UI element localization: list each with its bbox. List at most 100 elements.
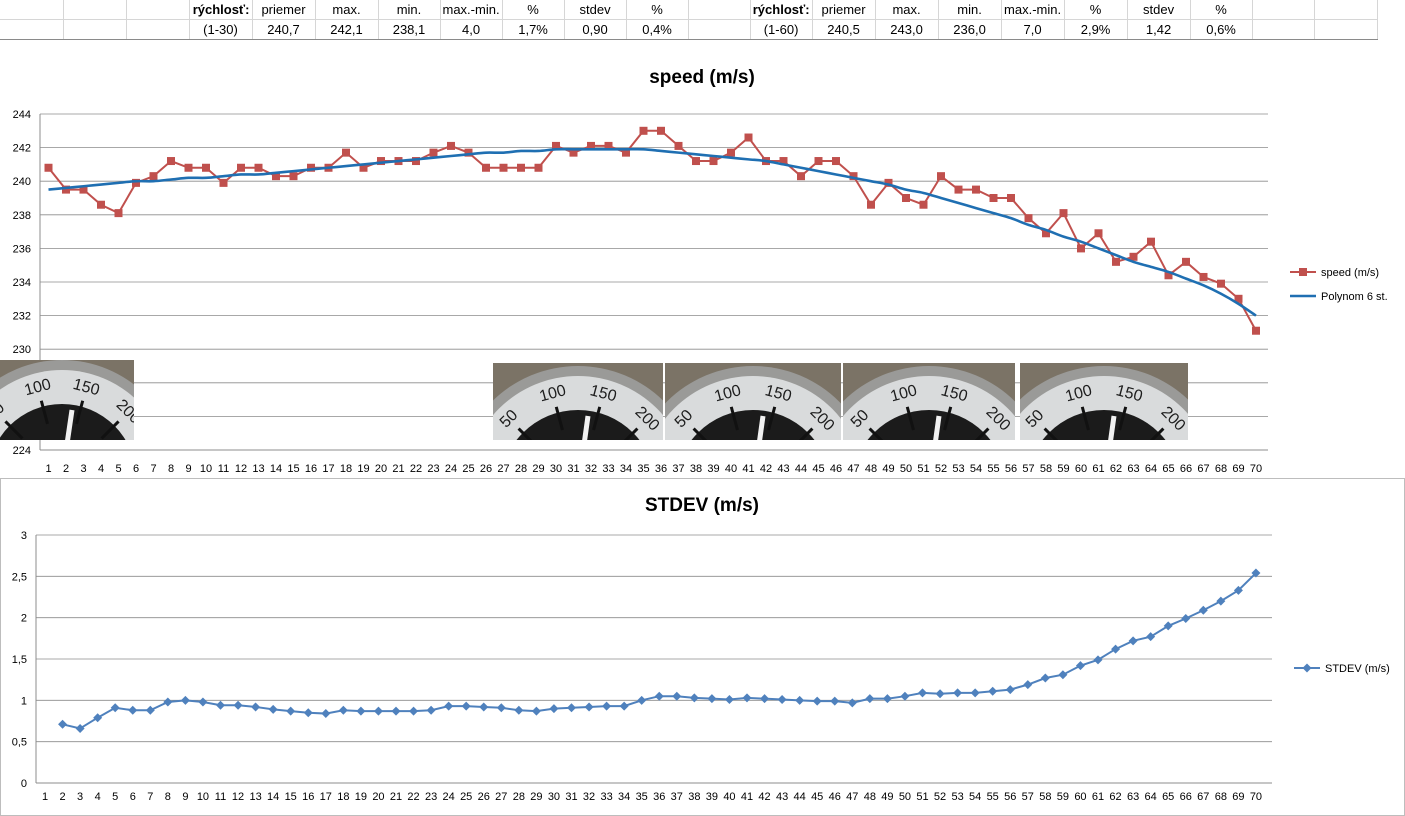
data-point-marker bbox=[672, 691, 682, 701]
x-tick-label: 63 bbox=[1127, 791, 1139, 803]
x-tick-label: 35 bbox=[636, 791, 648, 803]
sheet-empty-cell[interactable] bbox=[688, 19, 751, 40]
legend-label-1: speed (m/s) bbox=[1321, 267, 1379, 279]
sheet-empty-cell[interactable] bbox=[63, 0, 127, 20]
x-tick-label: 51 bbox=[917, 463, 929, 475]
sheet-cell[interactable]: 240,5 bbox=[812, 19, 876, 40]
sheet-empty-cell[interactable] bbox=[1252, 0, 1315, 20]
sheet-empty-cell[interactable] bbox=[0, 0, 64, 20]
data-point-marker bbox=[461, 701, 471, 711]
sheet-cell[interactable]: 240,7 bbox=[252, 19, 316, 40]
data-point-marker bbox=[795, 695, 805, 705]
sheet-empty-cell[interactable] bbox=[126, 19, 190, 40]
x-tick-label: 27 bbox=[495, 791, 507, 803]
sheet-cell[interactable]: stdev bbox=[1127, 0, 1191, 20]
sheet-values-row: (1-30) 240,7 242,1 238,1 4,0 1,7% 0,90 0,4% (1-6… bbox=[0, 19, 1378, 40]
data-point-marker bbox=[639, 126, 648, 135]
x-tick-label: 15 bbox=[285, 791, 297, 803]
data-point-marker bbox=[167, 157, 175, 166]
sheet-cell[interactable]: min. bbox=[938, 0, 1002, 20]
x-tick-label: 57 bbox=[1022, 463, 1034, 475]
x-tick-label: 62 bbox=[1109, 791, 1121, 803]
sheet-cell[interactable]: 243,0 bbox=[875, 19, 939, 40]
svg-text:150: 150 bbox=[71, 376, 101, 399]
sheet-cell[interactable]: max.-min. bbox=[1001, 0, 1065, 20]
sheet-cell[interactable]: 7,0 bbox=[1001, 19, 1065, 40]
data-point-marker bbox=[689, 693, 699, 703]
x-tick-label: 10 bbox=[197, 791, 209, 803]
sheet-cell[interactable]: max. bbox=[315, 0, 379, 20]
sheet-cell[interactable]: min. bbox=[378, 0, 441, 20]
data-point-marker bbox=[937, 172, 945, 181]
data-point-marker bbox=[409, 706, 419, 716]
data-point-marker bbox=[1059, 209, 1068, 218]
x-tick-label: 33 bbox=[600, 791, 612, 803]
x-tick-label: 25 bbox=[460, 791, 472, 803]
sheet-cell[interactable]: (1-30) bbox=[189, 19, 253, 40]
sheet-cell[interactable]: priemer bbox=[812, 0, 876, 20]
x-tick-label: 12 bbox=[235, 463, 247, 475]
sheet-cell[interactable]: % bbox=[1064, 0, 1128, 20]
y-tick-label: 236 bbox=[13, 243, 31, 255]
data-point-marker bbox=[970, 688, 980, 698]
stdev-chart-legend: STDEV (m/s) bbox=[1294, 663, 1390, 675]
sheet-cell[interactable]: max.-min. bbox=[440, 0, 503, 20]
data-point-marker bbox=[972, 185, 980, 194]
x-tick-label: 67 bbox=[1197, 791, 1209, 803]
x-tick-label: 37 bbox=[672, 463, 684, 475]
x-tick-label: 44 bbox=[795, 463, 807, 475]
sheet-empty-cell[interactable] bbox=[688, 0, 751, 20]
x-tick-label: 8 bbox=[165, 791, 171, 803]
data-point-marker bbox=[619, 701, 629, 711]
speed-chart-gridlines bbox=[39, 113, 1268, 451]
sheet-cell[interactable]: % bbox=[626, 0, 689, 20]
x-tick-label: 56 bbox=[1005, 463, 1017, 475]
sheet-empty-cell[interactable] bbox=[63, 19, 127, 40]
sheet-cell[interactable]: priemer bbox=[252, 0, 316, 20]
sheet-cell[interactable]: 242,1 bbox=[315, 19, 379, 40]
x-tick-label: 19 bbox=[357, 463, 369, 475]
sheet-cell[interactable]: rýchlosť: bbox=[189, 0, 253, 20]
sheet-empty-cell[interactable] bbox=[1314, 0, 1378, 20]
sheet-cell[interactable]: 0,90 bbox=[564, 19, 627, 40]
sheet-empty-cell[interactable] bbox=[1314, 19, 1378, 40]
x-tick-label: 64 bbox=[1145, 791, 1157, 803]
x-tick-label: 50 bbox=[899, 791, 911, 803]
sheet-empty-cell[interactable] bbox=[126, 0, 190, 20]
data-point-marker bbox=[812, 696, 822, 706]
x-tick-label: 3 bbox=[80, 463, 86, 475]
sheet-cell[interactable]: 1,7% bbox=[502, 19, 565, 40]
data-point-marker bbox=[1040, 673, 1050, 683]
data-point-marker bbox=[832, 157, 840, 166]
y-tick-label: 230 bbox=[13, 344, 31, 356]
x-tick-label: 4 bbox=[95, 791, 101, 803]
sheet-cell[interactable]: rýchlosť: bbox=[750, 0, 813, 20]
x-tick-label: 26 bbox=[478, 791, 490, 803]
sheet-cell[interactable]: 0,6% bbox=[1190, 19, 1253, 40]
data-point-marker bbox=[1181, 613, 1191, 623]
sheet-cell[interactable]: 2,9% bbox=[1064, 19, 1128, 40]
sheet-cell[interactable]: 236,0 bbox=[938, 19, 1002, 40]
sheet-cell[interactable]: 0,4% bbox=[626, 19, 689, 40]
sheet-cell[interactable]: stdev bbox=[564, 0, 627, 20]
sheet-empty-cell[interactable] bbox=[0, 19, 64, 40]
stdev-chart-gridlines bbox=[35, 534, 1272, 784]
sheet-cell[interactable]: % bbox=[1190, 0, 1253, 20]
x-tick-label: 68 bbox=[1215, 463, 1227, 475]
y-tick-label: 234 bbox=[13, 277, 31, 289]
x-tick-label: 70 bbox=[1250, 791, 1262, 803]
sheet-cell[interactable]: 238,1 bbox=[378, 19, 441, 40]
x-tick-label: 33 bbox=[602, 463, 614, 475]
sheet-empty-cell[interactable] bbox=[1252, 19, 1315, 40]
sheet-cell[interactable]: 1,42 bbox=[1127, 19, 1191, 40]
sheet-cell[interactable]: max. bbox=[875, 0, 939, 20]
sheet-cell[interactable]: 4,0 bbox=[440, 19, 503, 40]
data-point-marker bbox=[1024, 214, 1033, 223]
data-point-marker bbox=[742, 693, 752, 703]
data-point-marker bbox=[359, 163, 368, 172]
sheet-cell[interactable]: (1-60) bbox=[750, 19, 813, 40]
x-tick-label: 57 bbox=[1022, 791, 1034, 803]
x-tick-label: 16 bbox=[305, 463, 317, 475]
data-point-marker bbox=[338, 705, 348, 715]
sheet-cell[interactable]: % bbox=[502, 0, 565, 20]
